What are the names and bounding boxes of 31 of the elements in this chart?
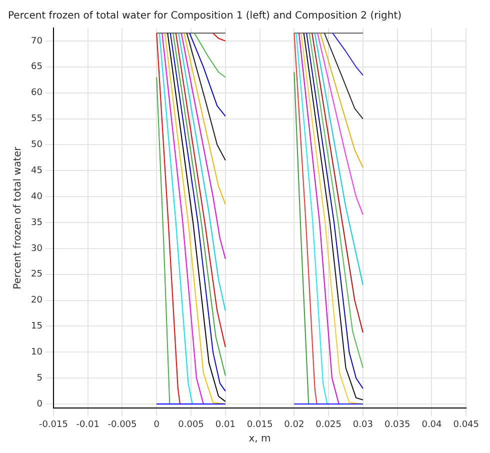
x-tick-label: 0 <box>154 420 160 430</box>
x-tick-label: -0.015 <box>38 420 68 430</box>
y-tick-label: 5 <box>36 373 42 384</box>
y-axis-title: Percent frozen of total water <box>12 146 24 290</box>
y-tick-label: 40 <box>31 192 43 202</box>
y-tick-label: 60 <box>31 88 43 98</box>
x-tick-label: -0.005 <box>108 420 137 430</box>
x-tick-label: 0.04 <box>422 420 442 430</box>
x-tick-label: 0.03 <box>352 420 373 430</box>
y-tick-label: 70 <box>31 36 43 46</box>
x-tick-label: 0.01 <box>215 420 236 430</box>
y-tick-label: 50 <box>31 140 43 150</box>
x-tick-label: 0.02 <box>284 420 304 430</box>
y-tick-label: 30 <box>31 244 43 254</box>
x-tick-label: 0.045 <box>453 420 479 430</box>
y-tick-label: 10 <box>31 348 43 358</box>
x-tick-label: 0.025 <box>316 420 342 430</box>
y-tick-label: 20 <box>31 296 43 306</box>
y-tick-label: 0 <box>36 399 43 410</box>
chart-title: Percent frozen of total water for Composition 1 (left) and Composition 2 (right) <box>8 10 402 22</box>
y-tick-label: 35 <box>31 218 42 228</box>
x-axis-title: x, m <box>248 434 271 445</box>
y-tick-label: 25 <box>31 270 42 280</box>
y-tick-label: 65 <box>31 62 42 72</box>
y-tick-label: 15 <box>31 322 42 332</box>
x-tick-label: 0.035 <box>384 420 410 430</box>
y-tick-label: 45 <box>31 166 42 176</box>
x-tick-label: -0.01 <box>76 420 100 430</box>
x-tick-label: 0.005 <box>178 420 204 430</box>
y-tick-label: 55 <box>31 114 42 124</box>
x-tick-label: 0.015 <box>246 420 273 430</box>
